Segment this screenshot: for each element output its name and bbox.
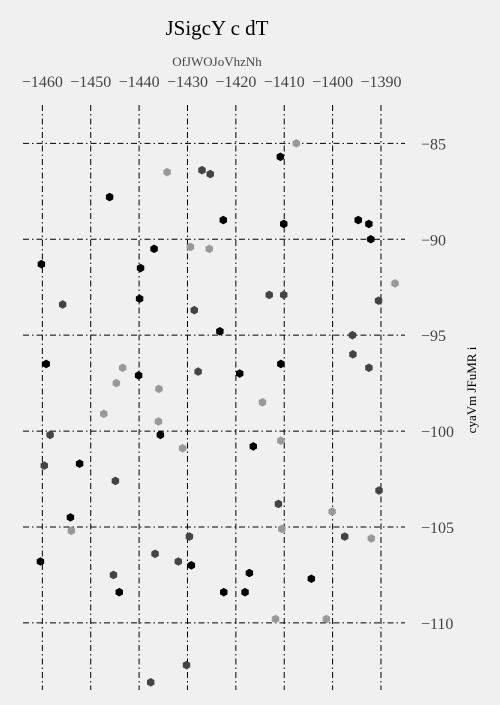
data-point (241, 587, 249, 597)
data-point (274, 499, 283, 509)
data-point (375, 486, 383, 495)
y-tick-label: −100 (421, 424, 454, 441)
data-point (340, 532, 349, 541)
data-point (151, 549, 159, 559)
data-point (134, 371, 143, 380)
axis-ticks: −1460 −1450 −1440 −1430 −1420 −1410 −1400 −1390… (22, 74, 454, 633)
data-point (365, 219, 373, 229)
data-point (391, 279, 399, 288)
data-point (348, 330, 357, 340)
data-point (118, 363, 127, 373)
x-tick-label: −1410 (264, 74, 305, 91)
data-point (186, 242, 195, 252)
data-point (75, 459, 84, 468)
x-tick-label: −1420 (215, 74, 256, 91)
data-point (276, 152, 285, 162)
data-point (206, 169, 214, 179)
data-point (150, 244, 158, 254)
data-point (136, 263, 145, 273)
data-point (220, 587, 228, 597)
data-point (365, 363, 373, 373)
data-point (178, 444, 187, 453)
y-tick-label: −95 (421, 328, 446, 345)
data-point (174, 557, 183, 566)
data-point (278, 524, 286, 534)
data-point (115, 587, 123, 597)
x-tick-label: −1460 (22, 74, 63, 91)
data-point (249, 442, 257, 451)
y-tick-label: −90 (421, 232, 446, 249)
data-points (36, 139, 399, 687)
data-point (374, 296, 383, 305)
data-point (58, 300, 67, 309)
data-point (271, 614, 280, 624)
data-point (367, 234, 375, 244)
data-point (40, 461, 49, 470)
data-point (36, 557, 45, 566)
data-point (135, 294, 144, 304)
data-point (245, 568, 254, 578)
data-point (112, 378, 121, 388)
data-point (66, 513, 75, 522)
data-point (354, 215, 362, 225)
data-point (219, 215, 227, 225)
x-tick-label: −1430 (167, 74, 208, 91)
data-point (100, 409, 108, 419)
data-point (42, 359, 50, 369)
data-point (198, 165, 206, 175)
data-point (187, 561, 196, 570)
data-point (307, 574, 316, 584)
data-point (194, 367, 202, 376)
data-point (216, 327, 224, 336)
data-point (328, 507, 336, 516)
data-point (292, 139, 301, 148)
x-axis-label: OfJWOJoVhzNh (172, 54, 262, 69)
y-tick-label: −105 (421, 520, 454, 537)
grid-lines (23, 105, 405, 690)
data-point (109, 570, 118, 580)
data-point (154, 417, 163, 426)
x-tick-label: −1400 (312, 74, 353, 91)
data-point (156, 430, 165, 440)
data-point (265, 290, 273, 300)
x-tick-label: −1440 (119, 74, 160, 91)
data-point (155, 384, 163, 394)
x-tick-label: −1450 (70, 74, 111, 91)
data-point (367, 534, 376, 543)
data-point (46, 430, 54, 440)
data-point (277, 436, 285, 445)
data-point (111, 476, 120, 486)
y-tick-label: −110 (421, 616, 453, 633)
data-point (322, 614, 331, 624)
y-tick-label: −85 (421, 136, 446, 153)
data-point (277, 359, 285, 369)
data-point (37, 259, 46, 269)
data-point (236, 369, 244, 378)
x-tick-label: −1390 (360, 74, 401, 91)
data-point (190, 305, 198, 315)
data-point (205, 244, 213, 254)
data-point (185, 532, 194, 541)
data-point (280, 290, 288, 300)
data-point (163, 167, 171, 177)
data-point (67, 526, 76, 536)
data-point (349, 350, 357, 359)
data-point (258, 398, 267, 407)
data-point (146, 678, 155, 687)
data-point (105, 192, 114, 202)
y-axis-label: cyaVm JFuMR i (464, 346, 479, 433)
data-point (182, 660, 191, 670)
chart-title: JSigcY c dT (165, 16, 268, 40)
data-point (280, 219, 288, 229)
